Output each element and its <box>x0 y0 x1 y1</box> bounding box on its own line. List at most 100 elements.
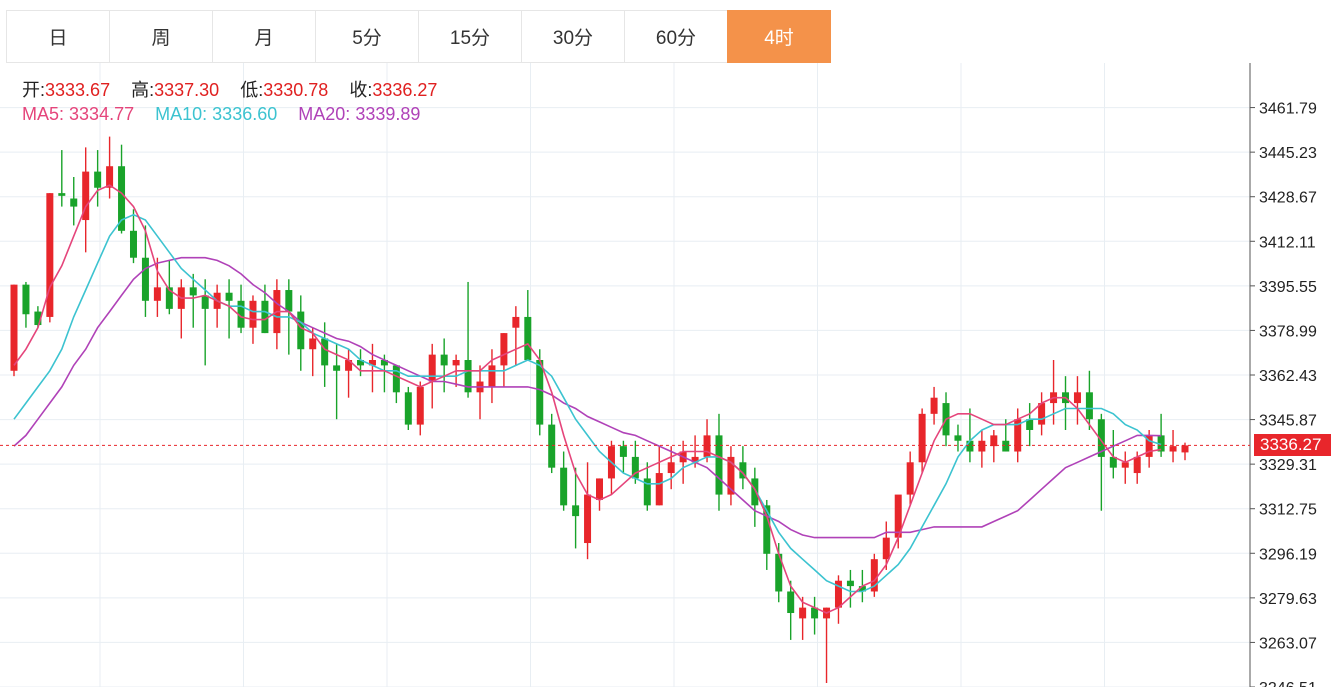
close-label: 收: <box>349 80 373 100</box>
low-label: 低: <box>240 80 264 100</box>
candle-body <box>799 607 807 619</box>
ma20-label: MA20: <box>298 104 351 124</box>
candle-body <box>584 494 592 544</box>
candle-body <box>1145 435 1153 457</box>
candle-body <box>261 300 269 334</box>
ma5-label: MA5: <box>22 104 65 124</box>
tab-5min[interactable]: 5分 <box>315 10 419 63</box>
candle-body <box>297 311 305 350</box>
candle-body <box>237 300 245 328</box>
candle-body <box>464 360 472 393</box>
candle-body <box>1097 419 1105 457</box>
candle-body <box>1181 445 1189 453</box>
candle-body <box>10 284 18 371</box>
ma10-readout: MA10: 3336.60 <box>155 104 277 124</box>
candle-body <box>201 295 209 309</box>
candle-body <box>141 257 149 301</box>
candle-body <box>763 505 771 554</box>
candle-body <box>894 494 902 538</box>
candle-body <box>1026 419 1034 430</box>
candle-body <box>129 230 137 258</box>
ma20-value: 3339.89 <box>355 104 421 124</box>
tab-month[interactable]: 月 <box>212 10 316 63</box>
candle-body <box>333 365 341 371</box>
candle-body <box>739 462 747 479</box>
candle-body <box>500 333 508 366</box>
ma5-value: 3334.77 <box>69 104 135 124</box>
candle-body <box>858 586 866 592</box>
tab-day[interactable]: 日 <box>6 10 110 63</box>
ma10-line <box>13 213 1162 593</box>
candle-body <box>1002 440 1010 452</box>
ma20-readout: MA20: 3339.89 <box>298 104 420 124</box>
y-tick-label: 3461.79 <box>1259 101 1317 118</box>
candle-body <box>189 287 197 296</box>
y-tick-label: 3412.11 <box>1259 234 1316 251</box>
candle-body <box>990 435 998 447</box>
y-tick-label: 3345.87 <box>1259 413 1317 430</box>
candle-body <box>58 193 66 196</box>
candle-body <box>1109 456 1117 468</box>
ma10-label: MA10: <box>155 104 208 124</box>
candle-body <box>82 171 90 221</box>
candle-body <box>416 386 424 425</box>
high-value: 3337.30 <box>154 80 220 100</box>
y-tick-label: 3296.19 <box>1259 546 1317 563</box>
candle-body <box>572 505 580 517</box>
candle-body <box>34 311 42 326</box>
candle-body <box>691 456 699 463</box>
candle-body <box>536 360 544 425</box>
candle-body <box>452 360 460 366</box>
candle-body <box>285 290 293 312</box>
candle-body <box>727 456 735 495</box>
y-tick-label: 3246.51 <box>1259 680 1317 687</box>
candle-body <box>249 300 257 328</box>
candle-body <box>153 287 161 301</box>
timeframe-tabs: 日 周 月 5分 15分 30分 60分 4时 <box>6 10 831 63</box>
candle-body <box>368 360 376 366</box>
y-tick-label: 3428.67 <box>1259 190 1317 207</box>
candle-body <box>524 316 532 361</box>
last-price-tag: 3336.27 <box>1254 434 1331 457</box>
y-tick-label: 3329.31 <box>1259 457 1317 474</box>
candle-body <box>834 580 842 608</box>
tab-15min[interactable]: 15分 <box>418 10 522 63</box>
candle-body <box>46 193 54 317</box>
y-tick-label: 3362.43 <box>1259 368 1317 385</box>
candle-body <box>930 397 938 414</box>
candle-body <box>428 354 436 382</box>
candle-body <box>404 392 412 425</box>
open-value: 3333.67 <box>45 80 111 100</box>
tab-30min[interactable]: 30分 <box>521 10 625 63</box>
candle-body <box>1169 446 1177 452</box>
y-tick-label: 3263.07 <box>1259 635 1317 652</box>
ma5-readout: MA5: 3334.77 <box>22 104 134 124</box>
tab-4hour[interactable]: 4时 <box>727 10 831 63</box>
candle-body <box>118 166 126 231</box>
candle-body <box>345 360 353 371</box>
candle-body <box>954 435 962 441</box>
candle-body <box>631 456 639 479</box>
y-tick-label: 3445.23 <box>1259 145 1317 162</box>
ma20-line <box>13 256 1162 539</box>
tab-week[interactable]: 周 <box>109 10 213 63</box>
candle-body <box>1133 456 1141 474</box>
candle-body <box>548 424 556 468</box>
candle-body <box>380 360 388 366</box>
candle-body <box>309 338 317 350</box>
open-label: 开: <box>22 80 46 100</box>
candle-body <box>643 478 651 506</box>
candle-body <box>1085 392 1093 420</box>
candle-body <box>619 446 627 457</box>
candle-body <box>751 478 759 506</box>
candle-body <box>165 287 173 309</box>
candle-body <box>715 435 723 495</box>
candle-body <box>321 338 329 366</box>
y-tick-label: 3395.55 <box>1259 279 1317 296</box>
candle-body <box>596 478 603 500</box>
candle-body <box>1157 435 1165 452</box>
candle-body <box>1014 419 1022 452</box>
candle-body <box>392 365 400 393</box>
tab-60min[interactable]: 60分 <box>624 10 728 63</box>
